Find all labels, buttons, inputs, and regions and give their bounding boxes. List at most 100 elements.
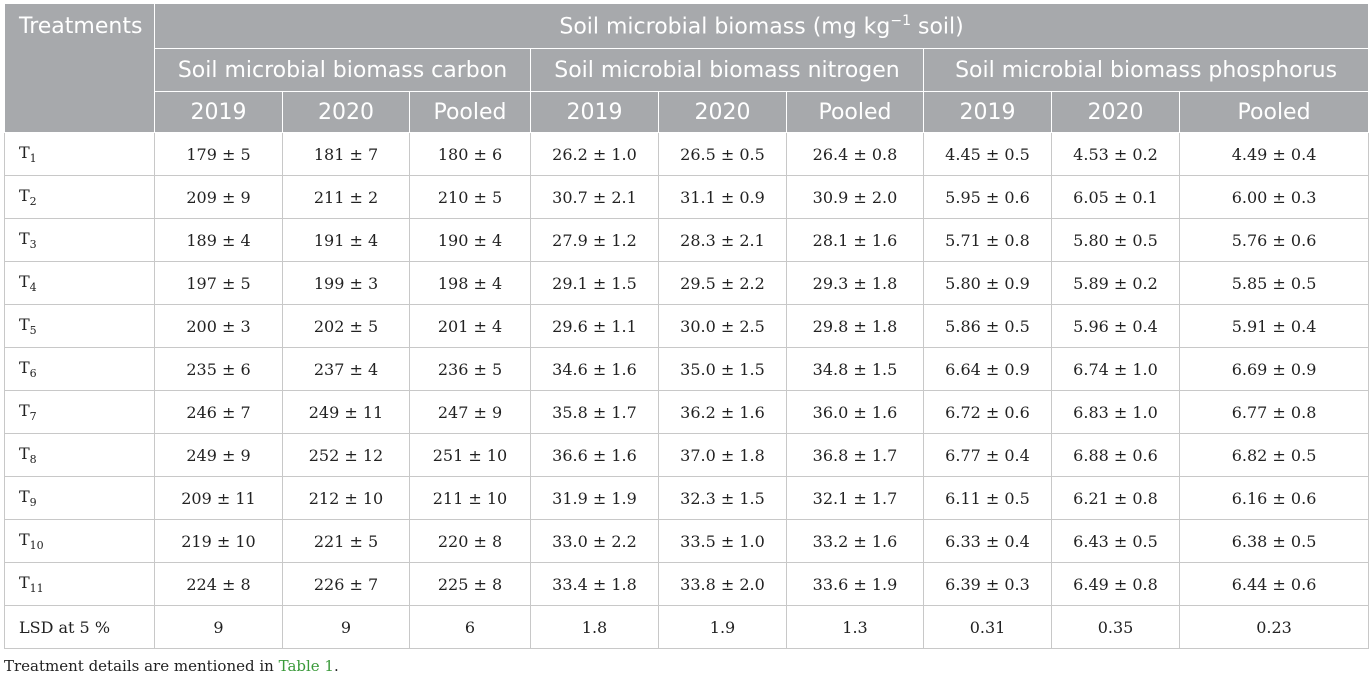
treatment-label-subscript: 8 <box>29 453 37 467</box>
treatment-label-base: T <box>19 572 30 592</box>
table-row: LSD at 5 % 9 9 6 1.8 1.9 1.3 0.31 0.35 0.23 <box>4 605 1370 649</box>
table-cell: 5.86 ± 0.5 <box>923 304 1052 348</box>
table-cell: 33.4 ± 1.8 <box>530 562 659 606</box>
group-header-carbon: Soil microbial biomass carbon <box>154 48 531 92</box>
treatment-label-base: LSD at 5 % <box>19 617 111 637</box>
table-cell: 181 ± 7 <box>282 132 410 176</box>
table-cell: 30.7 ± 2.1 <box>530 175 659 219</box>
table-cell: 249 ± 11 <box>282 390 410 434</box>
table-cell: 0.35 <box>1051 605 1180 649</box>
table-cell: 31.1 ± 0.9 <box>658 175 787 219</box>
table-cell: 26.4 ± 0.8 <box>786 132 924 176</box>
table-cell: 212 ± 10 <box>282 476 410 520</box>
table-container: Treatments Soil microbial biomass (mg kg… <box>4 3 1370 649</box>
table-cell: 5.95 ± 0.6 <box>923 175 1052 219</box>
table-cell: 9 <box>282 605 410 649</box>
table-cell: 6.83 ± 1.0 <box>1051 390 1180 434</box>
table-cell: 28.3 ± 2.1 <box>658 218 787 262</box>
table-cell: 6.16 ± 0.6 <box>1178 476 1370 520</box>
treatment-label: T3 <box>4 218 155 262</box>
table-cell: 35.0 ± 1.5 <box>658 347 787 391</box>
table-title-header: Soil microbial biomass (mg kg−1 soil) <box>153 3 1370 49</box>
title-superscript: −1 <box>890 12 912 29</box>
table-cell: 209 ± 11 <box>154 476 283 520</box>
treatment-label: T2 <box>4 175 155 219</box>
table-cell: 6.77 ± 0.8 <box>1178 390 1370 434</box>
year-header: Pooled <box>409 91 531 133</box>
table-row: T11 224 ± 8 226 ± 7 225 ± 8 33.4 ± 1.8 33.8 ±… <box>4 562 1370 606</box>
year-header: 2019 <box>530 91 659 133</box>
group-header-phosphorus: Soil microbial biomass phosphorus <box>922 48 1370 92</box>
table-cell: 6.05 ± 0.1 <box>1051 175 1180 219</box>
table-cell: 6.21 ± 0.8 <box>1051 476 1180 520</box>
treatment-label: T10 <box>4 519 155 563</box>
table-cell: 189 ± 4 <box>154 218 283 262</box>
table-cell: 221 ± 5 <box>282 519 410 563</box>
table-cell: 179 ± 5 <box>154 132 283 176</box>
treatment-label-base: T <box>19 357 30 377</box>
table-cell: 9 <box>154 605 283 649</box>
table-cell: 6.00 ± 0.3 <box>1178 175 1370 219</box>
treatment-label: LSD at 5 % <box>4 605 155 649</box>
table-row: T7 246 ± 7 249 ± 11 247 ± 9 35.8 ± 1.7 36.2 ±… <box>4 390 1370 434</box>
table-cell: 33.5 ± 1.0 <box>658 519 787 563</box>
table-body: T1 179 ± 5 181 ± 7 180 ± 6 26.2 ± 1.0 26.5 ± … <box>4 132 1370 649</box>
table-cell: 211 ± 10 <box>409 476 531 520</box>
year-header: 2020 <box>282 91 410 133</box>
treatment-label: T8 <box>4 433 155 477</box>
table-cell: 252 ± 12 <box>282 433 410 477</box>
table-cell: 5.91 ± 0.4 <box>1178 304 1370 348</box>
treatment-label: T4 <box>4 261 155 305</box>
treatment-label-subscript: 1 <box>29 152 37 166</box>
table-cell: 224 ± 8 <box>154 562 283 606</box>
table-row: T6 235 ± 6 237 ± 4 236 ± 5 34.6 ± 1.6 35.0 ± … <box>4 347 1370 391</box>
table-cell: 35.8 ± 1.7 <box>530 390 659 434</box>
table-cell: 4.53 ± 0.2 <box>1051 132 1180 176</box>
footnote-prefix: Treatment details are mentioned in <box>4 657 279 675</box>
table-cell: 6.74 ± 1.0 <box>1051 347 1180 391</box>
table-cell: 220 ± 8 <box>409 519 531 563</box>
table-cell: 201 ± 4 <box>409 304 531 348</box>
table-cell: 29.6 ± 1.1 <box>530 304 659 348</box>
year-header: 2020 <box>1051 91 1180 133</box>
table-cell: 26.2 ± 1.0 <box>530 132 659 176</box>
table-cell: 225 ± 8 <box>409 562 531 606</box>
treatment-label-base: T <box>19 486 30 506</box>
table-cell: 32.1 ± 1.7 <box>786 476 924 520</box>
table-cell: 6.64 ± 0.9 <box>923 347 1052 391</box>
table-cell: 226 ± 7 <box>282 562 410 606</box>
table-cell: 33.6 ± 1.9 <box>786 562 924 606</box>
treatment-label-subscript: 3 <box>29 238 37 252</box>
table-footnote: Treatment details are mentioned in Table… <box>4 657 339 675</box>
treatment-label-base: T <box>19 271 30 291</box>
table-cell: 236 ± 5 <box>409 347 531 391</box>
table-cell: 1.8 <box>530 605 659 649</box>
table-1-link[interactable]: Table 1 <box>278 657 334 675</box>
treatment-label: T9 <box>4 476 155 520</box>
table-cell: 246 ± 7 <box>154 390 283 434</box>
table-row: T2 209 ± 9 211 ± 2 210 ± 5 30.7 ± 2.1 31.1 ± … <box>4 175 1370 219</box>
table-cell: 0.23 <box>1178 605 1370 649</box>
table-row: T9 209 ± 11 212 ± 10 211 ± 10 31.9 ± 1.9 32.3… <box>4 476 1370 520</box>
table-row: T5 200 ± 3 202 ± 5 201 ± 4 29.6 ± 1.1 30.0 ± … <box>4 304 1370 348</box>
table-cell: 36.2 ± 1.6 <box>658 390 787 434</box>
table-cell: 6.82 ± 0.5 <box>1178 433 1370 477</box>
table-cell: 198 ± 4 <box>409 261 531 305</box>
table-cell: 6.69 ± 0.9 <box>1178 347 1370 391</box>
table-cell: 5.76 ± 0.6 <box>1178 218 1370 262</box>
table-cell: 33.2 ± 1.6 <box>786 519 924 563</box>
table-cell: 6.38 ± 0.5 <box>1178 519 1370 563</box>
table-cell: 36.6 ± 1.6 <box>530 433 659 477</box>
table-cell: 191 ± 4 <box>282 218 410 262</box>
table-cell: 33.8 ± 2.0 <box>658 562 787 606</box>
treatment-label-subscript: 9 <box>29 496 37 510</box>
treatment-label: T11 <box>4 562 155 606</box>
treatment-label-base: T <box>19 529 30 549</box>
table-cell: 37.0 ± 1.8 <box>658 433 787 477</box>
treatment-label-subscript: 5 <box>29 324 37 338</box>
table-cell: 34.8 ± 1.5 <box>786 347 924 391</box>
table-cell: 26.5 ± 0.5 <box>658 132 787 176</box>
table-cell: 5.71 ± 0.8 <box>923 218 1052 262</box>
title-suffix: soil) <box>911 14 964 40</box>
table-cell: 5.85 ± 0.5 <box>1178 261 1370 305</box>
